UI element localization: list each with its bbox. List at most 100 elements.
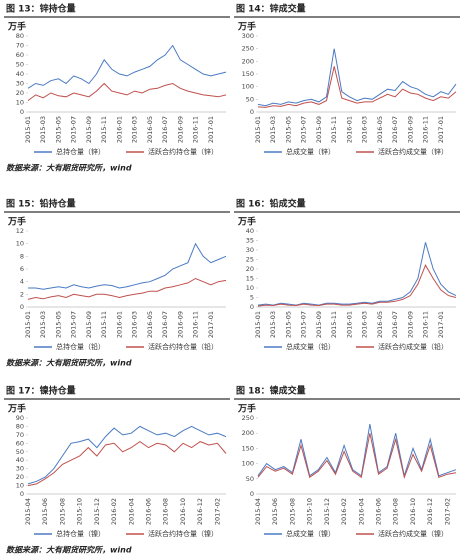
y-tick-label: 30 bbox=[246, 246, 254, 254]
x-tick-label: 2016-07 bbox=[391, 116, 399, 143]
y-tick-label: 15 bbox=[246, 275, 254, 283]
y-tick-label: 0 bbox=[250, 108, 254, 116]
x-tick-label: 2015-12 bbox=[323, 498, 331, 525]
x-tick-label: 2015-04 bbox=[254, 498, 262, 525]
x-tick-label: 2016-11 bbox=[192, 116, 200, 143]
x-tick-label: 2015-11 bbox=[330, 311, 338, 338]
y-tick-label: 0 bbox=[20, 303, 24, 311]
y-tick-label: 70 bbox=[16, 431, 24, 439]
legend-label: 总成交量（锌） bbox=[286, 147, 335, 156]
unit-label: 万手 bbox=[237, 403, 256, 415]
x-tick-label: 2016-02 bbox=[340, 498, 348, 525]
unit-label: 万手 bbox=[237, 216, 256, 228]
x-tick-label: 2016-12 bbox=[426, 498, 434, 525]
y-tick-label: 150 bbox=[242, 70, 254, 78]
chart-heading: 图 18：镍成交量 bbox=[236, 385, 306, 397]
x-tick-label: 2015-03 bbox=[39, 311, 47, 338]
x-tick-label: 2015-06 bbox=[41, 498, 49, 525]
y-tick-label: 30 bbox=[16, 80, 24, 88]
y-tick-label: 50 bbox=[246, 475, 254, 483]
source-note: 数据来源：大有期货研究所，wind bbox=[6, 164, 132, 173]
y-tick-label: 25 bbox=[246, 256, 254, 264]
x-tick-label: 2017-02 bbox=[443, 498, 451, 525]
x-tick-label: 2016-11 bbox=[192, 311, 200, 338]
legend-label: 活跃合约成交量（锌） bbox=[378, 147, 448, 156]
x-tick-label: 2017-01 bbox=[437, 116, 445, 143]
y-tick-label: 0 bbox=[20, 108, 24, 116]
series-line bbox=[257, 242, 457, 306]
chart-heading: 图 17：镍持仓量 bbox=[6, 385, 76, 397]
x-tick-label: 2016-04 bbox=[127, 498, 135, 525]
x-tick-label: 2016-04 bbox=[357, 498, 365, 525]
series-line bbox=[257, 433, 457, 480]
x-tick-label: 2016-05 bbox=[376, 311, 384, 338]
y-tick-label: 90 bbox=[16, 414, 24, 422]
x-tick-label: 2015-04 bbox=[24, 498, 32, 525]
x-tick-label: 2016-09 bbox=[406, 116, 414, 143]
x-tick-label: 2016-07 bbox=[161, 116, 169, 143]
y-tick-label: 6 bbox=[20, 265, 24, 273]
x-tick-label: 2015-10 bbox=[76, 498, 84, 525]
series-line bbox=[257, 424, 457, 478]
legend-label: 总成交量（镍） bbox=[286, 529, 335, 538]
y-tick-label: 40 bbox=[16, 70, 24, 78]
y-tick-label: 20 bbox=[16, 89, 24, 97]
x-tick-label: 2016-08 bbox=[162, 498, 170, 525]
legend-label: 活跃合约持仓量（镍） bbox=[148, 529, 218, 538]
series-line bbox=[28, 242, 227, 290]
x-tick-label: 2016-01 bbox=[345, 116, 353, 143]
x-tick-label: 2015-07 bbox=[300, 116, 308, 143]
y-tick-label: 80 bbox=[16, 422, 24, 430]
x-tick-label: 2015-08 bbox=[288, 498, 296, 525]
y-tick-label: 150 bbox=[242, 444, 254, 452]
x-tick-label: 2015-07 bbox=[70, 311, 78, 338]
legend-label: 总持仓量（镍） bbox=[56, 529, 105, 538]
y-tick-label: 200 bbox=[242, 429, 254, 437]
legend-label: 活跃合约成交量（铅） bbox=[378, 342, 448, 351]
series-line bbox=[27, 425, 227, 485]
y-tick-label: 100 bbox=[242, 460, 254, 468]
x-tick-label: 2016-06 bbox=[145, 498, 153, 525]
x-tick-label: 2015-05 bbox=[54, 311, 62, 338]
x-tick-label: 2015-11 bbox=[100, 116, 108, 143]
x-tick-label: 2015-12 bbox=[93, 498, 101, 525]
x-tick-label: 2015-01 bbox=[254, 311, 262, 338]
x-tick-label: 2016-02 bbox=[110, 498, 118, 525]
y-tick-label: 60 bbox=[16, 439, 24, 447]
x-tick-label: 2016-01 bbox=[115, 116, 123, 143]
x-tick-label: 2015-06 bbox=[271, 498, 279, 525]
x-tick-label: 2016-11 bbox=[422, 311, 430, 338]
legend-label: 总持仓量（铅） bbox=[56, 342, 105, 351]
x-tick-label: 2016-07 bbox=[161, 311, 169, 338]
x-tick-label: 2016-01 bbox=[345, 311, 353, 338]
x-tick-label: 2017-01 bbox=[207, 311, 215, 338]
y-tick-label: 80 bbox=[16, 32, 24, 40]
y-tick-label: 100 bbox=[242, 83, 254, 91]
x-tick-label: 2015-05 bbox=[284, 311, 292, 338]
x-tick-label: 2015-09 bbox=[85, 311, 93, 338]
chart-heading: 图 14：锌成交量 bbox=[236, 3, 306, 15]
x-tick-label: 2016-03 bbox=[361, 311, 369, 338]
chart-heading: 图 13：锌持仓量 bbox=[6, 3, 76, 15]
x-tick-label: 2015-11 bbox=[330, 116, 338, 143]
series-line bbox=[27, 440, 227, 487]
y-tick-label: 4 bbox=[20, 278, 24, 286]
y-tick-label: 250 bbox=[242, 414, 254, 422]
y-tick-label: 20 bbox=[16, 473, 24, 481]
x-tick-label: 2016-10 bbox=[179, 498, 187, 525]
y-tick-label: 300 bbox=[242, 32, 254, 40]
y-tick-label: 10 bbox=[16, 99, 24, 107]
x-tick-label: 2016-03 bbox=[361, 116, 369, 143]
y-tick-label: 10 bbox=[16, 482, 24, 490]
y-tick-label: 5 bbox=[250, 294, 254, 302]
x-tick-label: 2015-05 bbox=[284, 116, 292, 143]
x-tick-label: 2016-09 bbox=[406, 311, 414, 338]
y-tick-label: 10 bbox=[16, 240, 24, 248]
legend-label: 活跃合约成交量（镍） bbox=[378, 529, 448, 538]
unit-label: 万手 bbox=[7, 21, 26, 33]
chart-heading: 图 15：铅持仓量 bbox=[6, 198, 76, 210]
x-tick-label: 2015-01 bbox=[24, 116, 32, 143]
x-tick-label: 2016-03 bbox=[131, 116, 139, 143]
x-tick-label: 2015-09 bbox=[315, 311, 323, 338]
